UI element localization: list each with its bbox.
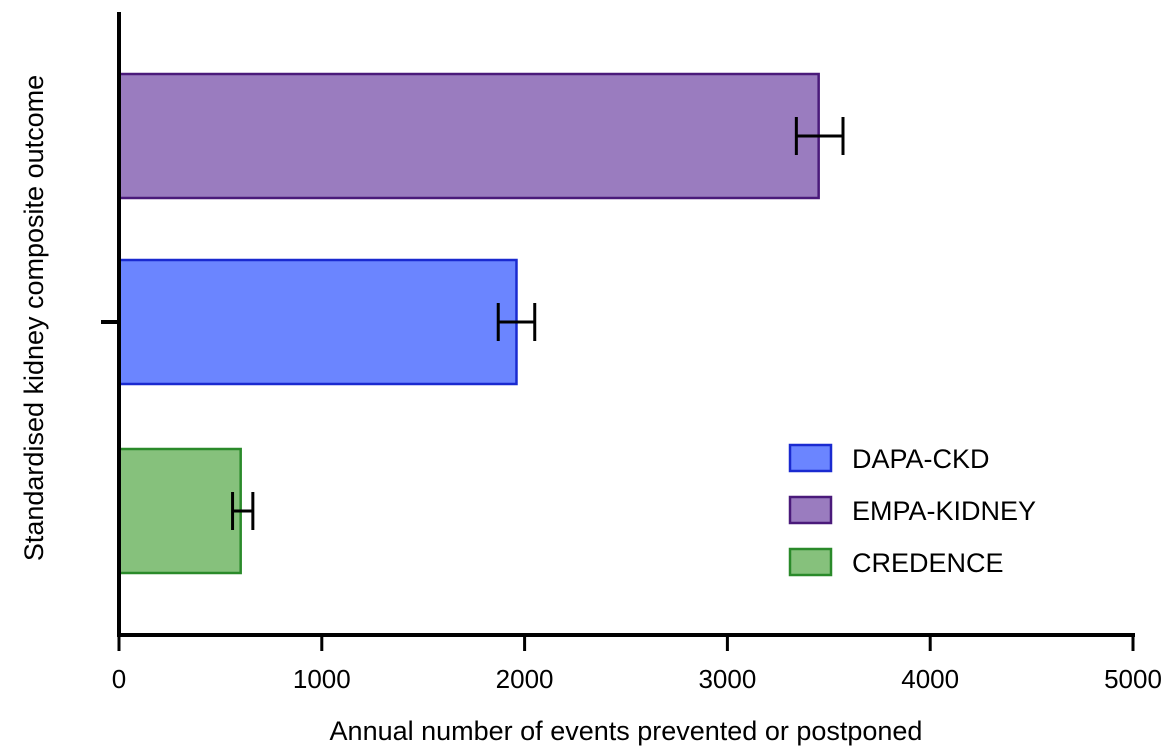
x-tick-label-3000: 3000 [698, 664, 756, 694]
bars-layer [117, 72, 845, 575]
x-axis-title: Annual number of events prevented or pos… [330, 716, 923, 746]
x-tick-label-5000: 5000 [1104, 664, 1162, 694]
legend: DAPA-CKD EMPA-KIDNEY CREDENCE [788, 443, 1036, 578]
bar-empa-kidney [117, 72, 820, 200]
x-tick-label-2000: 2000 [496, 664, 554, 694]
axes-layer: 0 1000 2000 3000 4000 5000 [101, 12, 1162, 694]
legend-label-dapa-ckd: DAPA-CKD [852, 444, 990, 474]
x-tick-label-4000: 4000 [901, 664, 959, 694]
legend-label-empa-kidney: EMPA-KIDNEY [852, 496, 1036, 526]
legend-swatch-dapa-ckd [788, 443, 833, 473]
legend-label-credence: CREDENCE [852, 548, 1004, 578]
y-axis-title: Standardised kidney composite outcome [19, 75, 49, 561]
legend-swatch-empa-kidney [788, 495, 833, 525]
bar-credence [117, 447, 242, 575]
bar-dapa-ckd [117, 258, 518, 386]
x-tick-label-1000: 1000 [293, 664, 351, 694]
legend-swatch-credence [788, 547, 833, 577]
x-tick-label-0: 0 [112, 664, 126, 694]
